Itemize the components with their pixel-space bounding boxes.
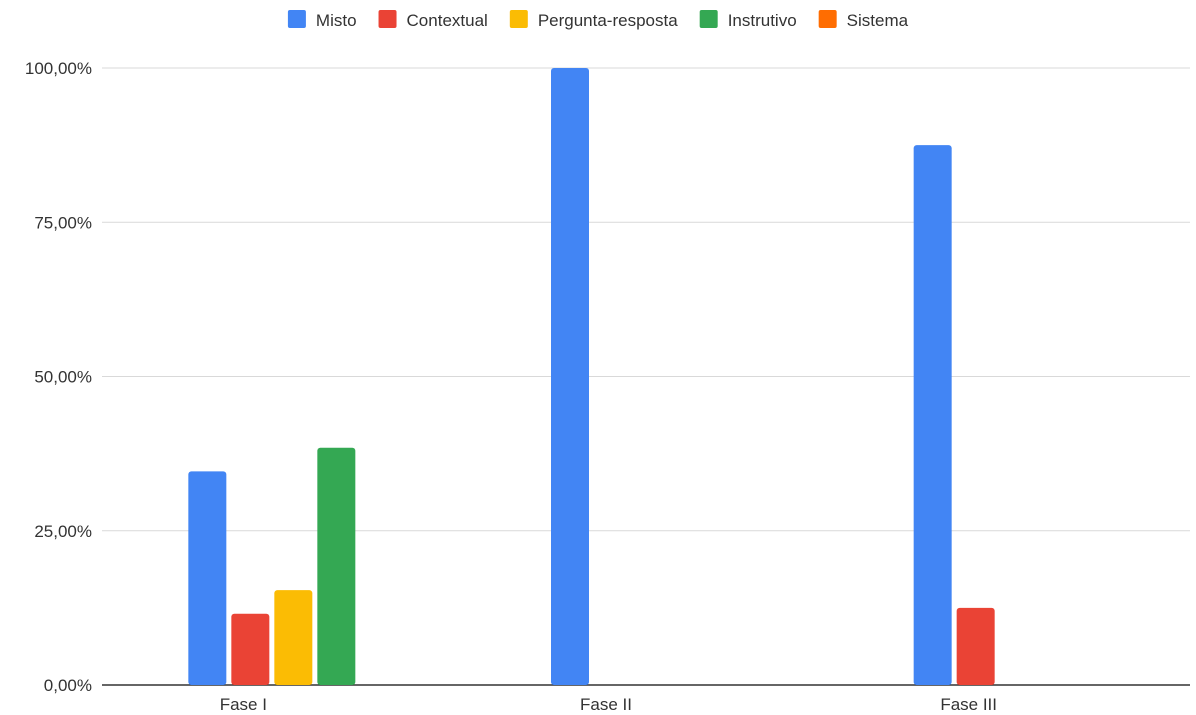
bar-contextual-fase-iii [956,607,995,685]
legend-item-sistema: Sistema [818,10,909,30]
legend-label: Instrutivo [728,11,797,30]
y-tick-label: 0,00% [44,676,92,695]
legend-item-instrutivo: Instrutivo [699,10,797,30]
grid-lines [102,67,1190,686]
x-tick-label: Fase III [940,695,997,714]
legend-item-contextual: Contextual [378,10,488,30]
y-tick-label: 100,00% [25,59,92,78]
bar-misto-fase-i [188,471,227,685]
legend-item-pergunta-resposta: Pergunta-resposta [509,10,678,30]
x-tick-label: Fase II [580,695,632,714]
legend-swatch [818,10,837,28]
y-tick-label: 50,00% [34,368,92,387]
x-tick-label: Fase I [220,695,267,714]
legend-label: Pergunta-resposta [538,11,678,30]
bar-contextual-fase-i [231,613,270,685]
bar-misto-fase-ii [551,68,589,685]
x-axis: Fase I Fase II Fase III [220,695,997,714]
y-tick-label: 25,00% [34,522,92,541]
legend-label: Contextual [407,11,488,30]
y-axis: 0,00% 25,00% 50,00% 75,00% 100,00% [25,59,92,695]
legend: Misto Contextual Pergunta-resposta Instruti… [287,10,909,30]
legend-swatch [509,10,528,28]
legend-swatch [378,10,397,28]
bar-pergunta-resposta-fase-i [274,590,313,685]
bar-instrutivo-fase-i [317,447,356,685]
bars [188,68,995,685]
legend-swatch [699,10,718,28]
legend-label: Misto [316,11,357,30]
legend-label: Sistema [847,11,909,30]
y-tick-label: 75,00% [34,213,92,232]
legend-item-misto: Misto [287,10,357,30]
bar-misto-fase-iii [913,145,952,685]
legend-swatch [287,10,306,28]
